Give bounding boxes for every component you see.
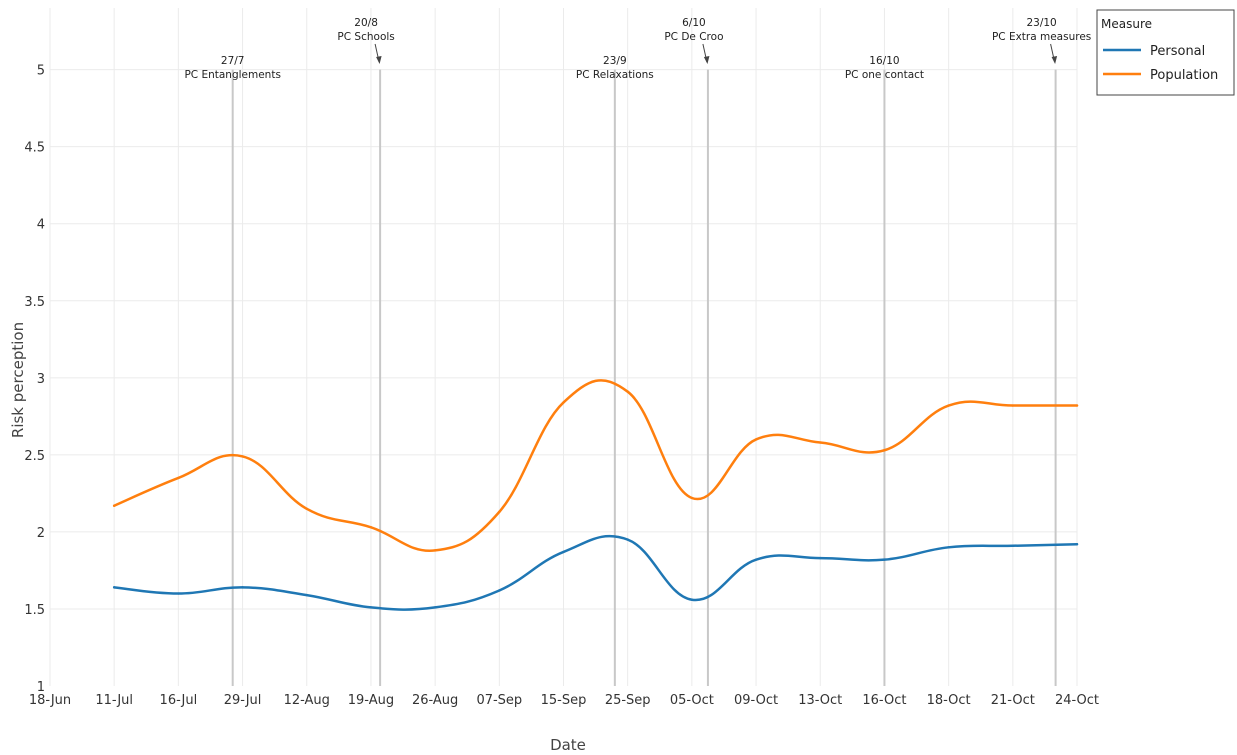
x-tick-label: 07-Sep xyxy=(476,693,522,708)
annotation-arrowhead xyxy=(1051,56,1058,64)
y-tick-label: 4 xyxy=(37,218,45,233)
y-tick-label: 1.5 xyxy=(24,603,45,618)
data-point xyxy=(1075,543,1079,546)
x-tick-label: 21-Oct xyxy=(991,693,1035,708)
data-point xyxy=(626,538,629,541)
event-date-label: 27/7 xyxy=(221,55,245,67)
x-tick-label: 15-Sep xyxy=(541,693,587,708)
data-point xyxy=(433,549,437,552)
x-tick-label: 05-Oct xyxy=(670,693,714,708)
event-date-label: 20/8 xyxy=(354,17,378,29)
annotation-arrowhead xyxy=(376,56,382,64)
data-point xyxy=(112,504,116,507)
data-point xyxy=(883,558,886,561)
x-tick-label: 24-Oct xyxy=(1055,693,1099,708)
data-point xyxy=(819,441,822,444)
x-tick-label: 18-Oct xyxy=(927,693,971,708)
data-point xyxy=(626,390,629,393)
data-point xyxy=(562,401,565,404)
annotation-arrowhead xyxy=(703,56,710,64)
event-lines: 27/7 PC Entanglements 20/8 PC Schools 23/9 PC… xyxy=(184,17,1091,686)
y-tick-label: 2.5 xyxy=(24,449,45,464)
x-tick-label: 29-Jul xyxy=(224,693,262,708)
x-tick-label: 11-Jul xyxy=(95,693,133,708)
event-name-label: PC one contact xyxy=(845,69,924,81)
x-tick-label: 16-Jul xyxy=(160,693,198,708)
data-point xyxy=(947,404,950,407)
data-point xyxy=(177,476,180,480)
x-tick-labels: 18-Jun 11-Jul 16-Jul 29-Jul 12-Aug 19-Aug 26-A… xyxy=(29,693,1099,708)
x-tick-label: 18-Jun xyxy=(29,693,71,708)
data-point xyxy=(690,598,694,601)
event-date-label: 23/10 xyxy=(1026,17,1056,29)
data-point xyxy=(947,546,950,549)
x-tick-label: 12-Aug xyxy=(284,693,330,708)
event-name-label: PC De Croo xyxy=(664,31,723,43)
vertical-gridlines xyxy=(49,8,1078,686)
event-name-label: PC Relaxations xyxy=(576,69,654,81)
data-point xyxy=(1075,404,1079,407)
data-point xyxy=(819,556,822,560)
series-line-population xyxy=(112,379,1079,552)
data-point xyxy=(883,449,886,452)
x-tick-label: 25-Sep xyxy=(605,693,651,708)
y-tick-label: 4.5 xyxy=(24,141,45,156)
y-tick-labels: 1 1.5 2 2.5 3 3.5 4 4.5 5 xyxy=(24,64,45,695)
data-point xyxy=(112,586,116,589)
event-name-label: PC Entanglements xyxy=(184,69,280,81)
legend-label-personal: Personal xyxy=(1150,44,1205,59)
series-line-personal xyxy=(112,534,1079,611)
y-tick-label: 3.5 xyxy=(24,295,45,310)
x-axis-title: Date xyxy=(550,736,586,754)
data-point xyxy=(305,507,308,510)
event-date-label: 6/10 xyxy=(682,17,706,29)
event-name-label: PC Extra measures xyxy=(992,31,1091,43)
data-point xyxy=(498,589,501,592)
data-point xyxy=(498,510,501,514)
event-date-label: 23/9 xyxy=(603,55,627,67)
event-date-label: 16/10 xyxy=(869,55,899,67)
data-point xyxy=(369,526,373,529)
y-axis-title: Risk perception xyxy=(9,322,27,438)
x-tick-label: 19-Aug xyxy=(348,693,394,708)
data-point xyxy=(433,606,437,609)
x-tick-label: 13-Oct xyxy=(798,693,842,708)
data-point xyxy=(1011,404,1015,407)
series-lines xyxy=(112,379,1079,611)
data-point xyxy=(754,438,758,441)
data-point xyxy=(369,606,373,609)
legend-box xyxy=(1096,9,1235,96)
horizontal-gridlines xyxy=(50,69,1077,610)
data-point xyxy=(241,455,244,458)
data-point xyxy=(690,496,694,500)
data-point xyxy=(177,592,180,595)
y-tick-label: 5 xyxy=(37,64,45,79)
legend: Measure Personal Population xyxy=(1096,9,1235,96)
data-point xyxy=(754,558,758,561)
y-tick-label: 3 xyxy=(37,372,45,387)
y-tick-label: 2 xyxy=(37,526,45,541)
x-tick-label: 09-Oct xyxy=(734,693,778,708)
data-point xyxy=(562,550,565,554)
data-point xyxy=(305,593,308,597)
event-name-label: PC Schools xyxy=(337,31,394,43)
data-point xyxy=(241,586,244,589)
x-tick-label: 16-Oct xyxy=(862,693,906,708)
x-tick-label: 26-Aug xyxy=(412,693,458,708)
y-tick-label: 1 xyxy=(37,680,45,695)
data-point xyxy=(1011,544,1015,547)
legend-label-population: Population xyxy=(1150,68,1218,83)
legend-title: Measure xyxy=(1101,17,1152,31)
